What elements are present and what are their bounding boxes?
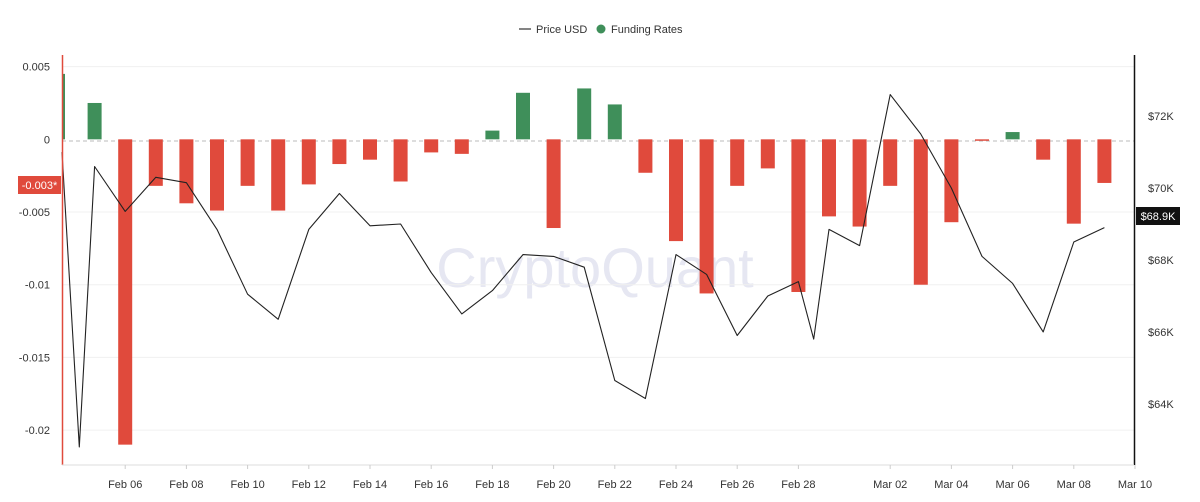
y-left-tick-label: 0	[44, 134, 50, 146]
funding-rate-bar[interactable]	[454, 139, 469, 154]
funding-rate-bar[interactable]	[1066, 139, 1081, 224]
funding-rate-bar[interactable]	[179, 139, 194, 204]
funding-rate-bar[interactable]	[730, 139, 745, 186]
funding-rate-bar[interactable]	[210, 139, 224, 211]
x-tick-label: Feb 20	[536, 479, 570, 491]
x-tick-label: Feb 10	[230, 479, 264, 491]
funding-rate-bar[interactable]	[363, 139, 377, 160]
x-tick-label: Feb 28	[781, 479, 815, 491]
x-tick-label: Mar 10	[1118, 479, 1152, 491]
funding-rate-bar[interactable]	[822, 139, 836, 217]
funding-rate-bar[interactable]	[485, 130, 500, 140]
funding-rate-bar[interactable]	[87, 102, 102, 140]
x-tick-label: Feb 08	[169, 479, 203, 491]
funding-rate-bar[interactable]	[975, 139, 989, 141]
legend-label-price: Price USD	[536, 24, 587, 36]
x-tick-label: Feb 14	[353, 479, 387, 491]
legend-item-price[interactable]: Price USD	[519, 24, 587, 36]
funding-rate-bar[interactable]	[271, 139, 286, 211]
funding-rate-bar[interactable]	[883, 139, 898, 186]
y-right-tick-label: $72K	[1148, 111, 1174, 123]
cursor-value-badge: -0.003*	[18, 176, 61, 194]
y-right-tick-label: $66K	[1148, 327, 1174, 339]
funding-rate-bar[interactable]	[760, 139, 775, 169]
y-left-tick-labels: 0.005 0 -0.005 -0.01 -0.015 -0.02	[19, 62, 50, 437]
y-right-tick-label: $68K	[1148, 255, 1174, 267]
funding-rate-bar[interactable]	[1005, 132, 1020, 140]
cursor-value-badge-bg	[18, 176, 61, 194]
funding-rate-bar[interactable]	[148, 139, 163, 186]
x-tick-label: Mar 02	[873, 479, 907, 491]
funding-rate-bar[interactable]	[301, 139, 316, 185]
price-line	[61, 94, 1105, 448]
funding-rate-bar[interactable]	[424, 139, 439, 153]
funding-rate-bar[interactable]	[332, 139, 347, 165]
last-price-badge-bg	[1136, 207, 1180, 225]
funding-rate-bar[interactable]	[913, 139, 928, 285]
y-left-tick-label: -0.015	[19, 352, 50, 364]
y-left-tick-label: -0.005	[19, 207, 50, 219]
legend-label-funding: Funding Rates	[611, 24, 683, 36]
funding-rate-bar[interactable]	[546, 139, 561, 229]
funding-rate-bar[interactable]	[240, 139, 255, 186]
cursor-value-label: -0.003*	[22, 180, 58, 192]
funding-rate-bar[interactable]	[62, 73, 65, 140]
funding-rate-bars	[62, 73, 1112, 445]
x-tick-label: Feb 18	[475, 479, 509, 491]
x-tick-label: Mar 08	[1057, 479, 1091, 491]
funding-rate-bar[interactable]	[607, 104, 622, 140]
funding-rate-bar[interactable]	[118, 139, 133, 445]
funding-rates-legend-dot	[596, 24, 606, 34]
y-right-tick-label: $64K	[1148, 399, 1174, 411]
y-left-tick-label: 0.005	[22, 62, 50, 74]
y-right-tick-label: $70K	[1148, 183, 1174, 195]
funding-rate-bar[interactable]	[577, 88, 592, 140]
funding-rate-bar[interactable]	[1097, 139, 1112, 183]
funding-rate-bar[interactable]	[699, 139, 714, 294]
funding-rate-bar[interactable]	[393, 139, 408, 182]
legend: Price USD Funding Rates	[519, 24, 683, 36]
x-tick-label: Feb 16	[414, 479, 448, 491]
x-tick-label: Feb 06	[108, 479, 142, 491]
funding-rate-bar[interactable]	[516, 92, 530, 140]
funding-rate-bar[interactable]	[791, 139, 806, 292]
funding-rate-bar[interactable]	[1036, 139, 1051, 160]
x-tick-label: Mar 04	[934, 479, 968, 491]
funding-rate-bar[interactable]	[944, 139, 959, 223]
x-tick-label: Feb 12	[292, 479, 326, 491]
x-tick-label: Feb 26	[720, 479, 754, 491]
last-price-label: $68.9K	[1141, 211, 1177, 223]
funding-rate-bar[interactable]	[669, 139, 683, 242]
x-tick-label: Feb 24	[659, 479, 693, 491]
x-tick-label: Feb 22	[598, 479, 632, 491]
x-tick-labels: Feb 06 Feb 08 Feb 10 Feb 12 Feb 14 Feb 16 Feb …	[108, 465, 1152, 491]
funding-rate-bar[interactable]	[852, 139, 867, 227]
legend-item-funding[interactable]: Funding Rates	[596, 24, 684, 36]
y-left-tick-label: -0.01	[25, 280, 50, 292]
y-right-tick-labels: $72K $70K $68K $66K $64K	[1148, 111, 1174, 411]
funding-rate-bar[interactable]	[638, 139, 653, 173]
last-price-badge: $68.9K	[1136, 207, 1180, 225]
x-tick-label: Mar 06	[995, 479, 1029, 491]
y-left-tick-label: -0.02	[25, 425, 50, 437]
